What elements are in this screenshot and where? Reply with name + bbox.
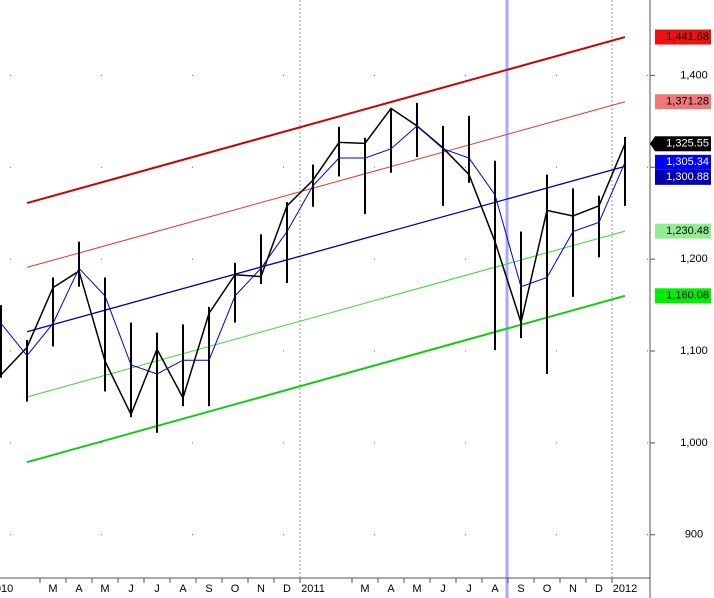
x-tick-label: 2011 bbox=[301, 583, 325, 595]
y-tick-label: 1,100 bbox=[680, 345, 708, 357]
x-tick-label: O bbox=[543, 583, 552, 595]
plot-area bbox=[0, 36, 626, 464]
price-label-box bbox=[655, 29, 711, 45]
y-tick-label: 900 bbox=[685, 529, 703, 541]
x-tick-label: A bbox=[75, 583, 83, 595]
price-label-box bbox=[655, 94, 711, 110]
x-tick-label: D bbox=[595, 583, 603, 595]
x-tick-label: 2010 bbox=[0, 583, 13, 595]
channel-line bbox=[26, 294, 626, 464]
x-tick-label: O bbox=[231, 583, 240, 595]
x-tick-label: M bbox=[100, 583, 109, 595]
price-label: 1,230.48 bbox=[666, 225, 709, 237]
y-tick-label: 1,000 bbox=[680, 437, 708, 449]
channel-line bbox=[26, 230, 626, 398]
x-tick-label: 2012 bbox=[613, 583, 637, 595]
price-label-box bbox=[655, 154, 711, 170]
channel-line bbox=[26, 101, 626, 268]
x-tick-label: S bbox=[205, 583, 212, 595]
x-tick-label: M bbox=[48, 583, 57, 595]
x-tick-label: J bbox=[128, 583, 134, 595]
price-label: 1,160.08 bbox=[666, 290, 709, 302]
x-tick-label: A bbox=[387, 583, 395, 595]
price-label-box bbox=[655, 288, 711, 304]
x-tick-label: J bbox=[466, 583, 472, 595]
x-tick-label: A bbox=[179, 583, 187, 595]
x-tick-label: J bbox=[154, 583, 160, 595]
price-labels: 1,441.68 1,371.28 1,325.55 1,305.34 1,300.88… bbox=[650, 29, 711, 304]
y-tick-label: 1,200 bbox=[680, 253, 708, 265]
price-label: 1,300.88 bbox=[666, 171, 709, 183]
channel-line bbox=[26, 36, 626, 205]
x-tick-label: N bbox=[257, 583, 265, 595]
x-tick-label: D bbox=[283, 583, 291, 595]
x-tick-label: M bbox=[412, 583, 421, 595]
x-tick-label: M bbox=[360, 583, 369, 595]
x-tick-label: A bbox=[491, 583, 499, 595]
price-label: 1,305.34 bbox=[666, 156, 709, 168]
moving-average-line bbox=[0, 125, 626, 375]
price-label: 1,325.55 bbox=[666, 138, 709, 150]
price-label: 1,441.68 bbox=[666, 31, 709, 43]
y-tick-label: 1,400 bbox=[680, 69, 708, 81]
grid bbox=[0, 0, 650, 578]
price-label-arrow bbox=[650, 136, 655, 152]
price-label-box bbox=[655, 136, 711, 152]
x-tick-label: J bbox=[440, 583, 446, 595]
price-label-box bbox=[655, 223, 711, 239]
price-label: 1,371.28 bbox=[666, 96, 709, 108]
x-tick-label: S bbox=[517, 583, 524, 595]
price-line bbox=[0, 107, 626, 417]
x-tick-label: N bbox=[569, 583, 577, 595]
price-label-box bbox=[655, 169, 711, 185]
channel-line bbox=[26, 165, 626, 333]
